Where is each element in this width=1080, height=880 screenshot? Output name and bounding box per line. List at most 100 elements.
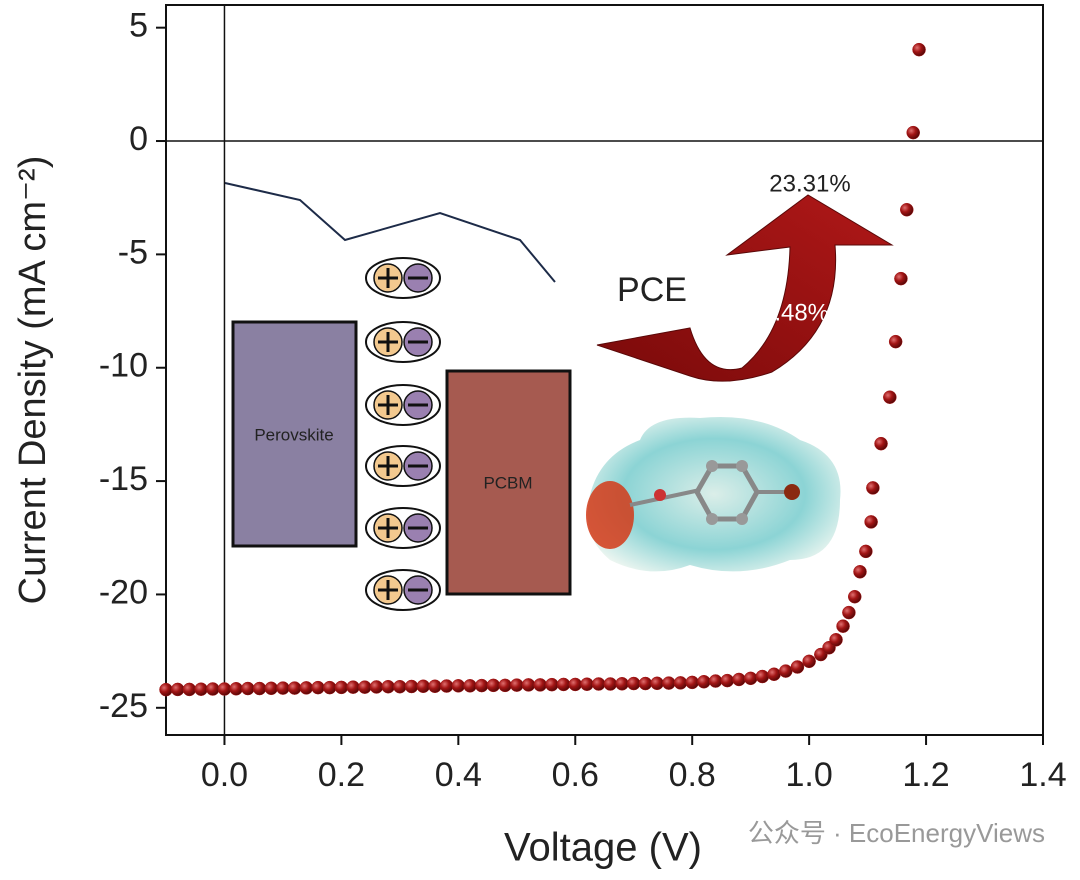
data-point bbox=[626, 676, 641, 691]
data-point bbox=[194, 682, 208, 696]
data-point bbox=[486, 678, 501, 693]
data-point bbox=[521, 678, 536, 692]
pce-high: 23.31% bbox=[769, 170, 850, 197]
data-point bbox=[894, 271, 908, 286]
data-point bbox=[229, 682, 243, 696]
y-tick-label: -5 bbox=[118, 233, 148, 271]
data-point bbox=[276, 681, 290, 695]
data-point bbox=[767, 667, 781, 681]
data-point bbox=[720, 673, 735, 688]
x-tick-label: 1.4 bbox=[1019, 756, 1066, 794]
data-point bbox=[463, 679, 477, 693]
data-point bbox=[591, 677, 606, 691]
data-point bbox=[404, 679, 419, 694]
data-point bbox=[381, 679, 395, 694]
x-tick-label: 1.2 bbox=[902, 756, 949, 794]
plus-sign bbox=[378, 456, 398, 476]
data-point bbox=[888, 334, 903, 349]
data-point bbox=[778, 664, 793, 678]
data-point bbox=[322, 680, 337, 695]
molecule bbox=[586, 416, 841, 572]
x-tick-label: 1.0 bbox=[786, 756, 833, 794]
x-tick-label: 0.2 bbox=[318, 756, 365, 794]
data-point bbox=[847, 589, 862, 604]
data-point bbox=[708, 674, 723, 688]
data-point bbox=[346, 680, 360, 694]
inset-curve bbox=[224, 182, 556, 283]
data-point bbox=[673, 676, 688, 690]
pcbm-label: PCBM bbox=[483, 473, 532, 492]
plot-frame bbox=[165, 4, 1044, 736]
data-point bbox=[912, 42, 926, 57]
data-point bbox=[428, 679, 442, 694]
data-point bbox=[883, 390, 897, 404]
data-point bbox=[802, 654, 816, 669]
pcbm-box bbox=[445, 369, 572, 596]
data-point bbox=[874, 436, 888, 451]
watermark: 公众号 · EcoEnergyViews bbox=[748, 818, 1045, 848]
data-point bbox=[287, 681, 302, 695]
data-point bbox=[580, 677, 594, 691]
y-tick-label: -15 bbox=[99, 460, 148, 498]
x-tick-label: 0.4 bbox=[435, 756, 482, 794]
data-point bbox=[358, 680, 372, 694]
y-tick-label: 0 bbox=[129, 120, 148, 158]
data-point bbox=[159, 682, 173, 697]
data-point bbox=[369, 680, 384, 694]
y-tick-label: 5 bbox=[129, 7, 148, 45]
pce-arrow bbox=[596, 194, 894, 382]
data-point bbox=[859, 544, 873, 559]
data-point bbox=[615, 677, 629, 691]
data-point bbox=[685, 675, 699, 690]
data-point bbox=[732, 672, 746, 687]
data-point bbox=[743, 671, 758, 686]
perovskite-box bbox=[231, 320, 358, 548]
data-point bbox=[334, 680, 349, 695]
data-point bbox=[182, 682, 197, 697]
data-point bbox=[474, 678, 489, 693]
data-point bbox=[533, 678, 547, 692]
plus-sign bbox=[378, 580, 398, 600]
data-point bbox=[252, 681, 267, 696]
data-point bbox=[568, 677, 583, 692]
data-point bbox=[416, 679, 431, 694]
data-point bbox=[853, 565, 867, 579]
data-point bbox=[556, 677, 571, 692]
data-point bbox=[864, 515, 878, 529]
data-point bbox=[206, 682, 220, 696]
x-tick-label: 0.8 bbox=[669, 756, 716, 794]
perovskite-label: Perovskite bbox=[254, 425, 333, 444]
data-point bbox=[755, 669, 770, 684]
y-tick-label: -10 bbox=[99, 347, 148, 385]
data-point bbox=[545, 677, 559, 692]
data-point bbox=[829, 633, 843, 647]
data-point bbox=[439, 679, 454, 693]
data-point bbox=[498, 678, 512, 693]
plus-sign bbox=[378, 268, 398, 288]
data-point bbox=[603, 677, 618, 691]
plus-sign bbox=[378, 395, 398, 415]
data-point bbox=[510, 678, 524, 692]
data-point bbox=[451, 679, 466, 693]
data-point bbox=[299, 681, 314, 695]
x-tick-label: 0.6 bbox=[552, 756, 599, 794]
data-point bbox=[638, 676, 653, 691]
x-axis-title: Voltage (V) bbox=[504, 826, 702, 870]
plus-sign bbox=[378, 518, 398, 538]
data-point bbox=[241, 681, 255, 696]
data-point bbox=[906, 125, 920, 140]
data-point bbox=[900, 202, 914, 217]
data-point bbox=[662, 676, 676, 690]
data-point bbox=[790, 660, 805, 674]
y-axis-title: Current Density (mA cm⁻²) bbox=[12, 156, 54, 605]
plus-sign bbox=[378, 332, 398, 352]
charge-pairs bbox=[365, 257, 441, 611]
pce-low: 6.48% bbox=[761, 299, 829, 326]
data-point bbox=[836, 619, 850, 633]
data-point bbox=[217, 682, 232, 696]
data-point bbox=[393, 679, 407, 694]
data-point bbox=[311, 680, 325, 695]
data-point bbox=[697, 674, 711, 689]
y-tick-label: -20 bbox=[99, 573, 148, 611]
